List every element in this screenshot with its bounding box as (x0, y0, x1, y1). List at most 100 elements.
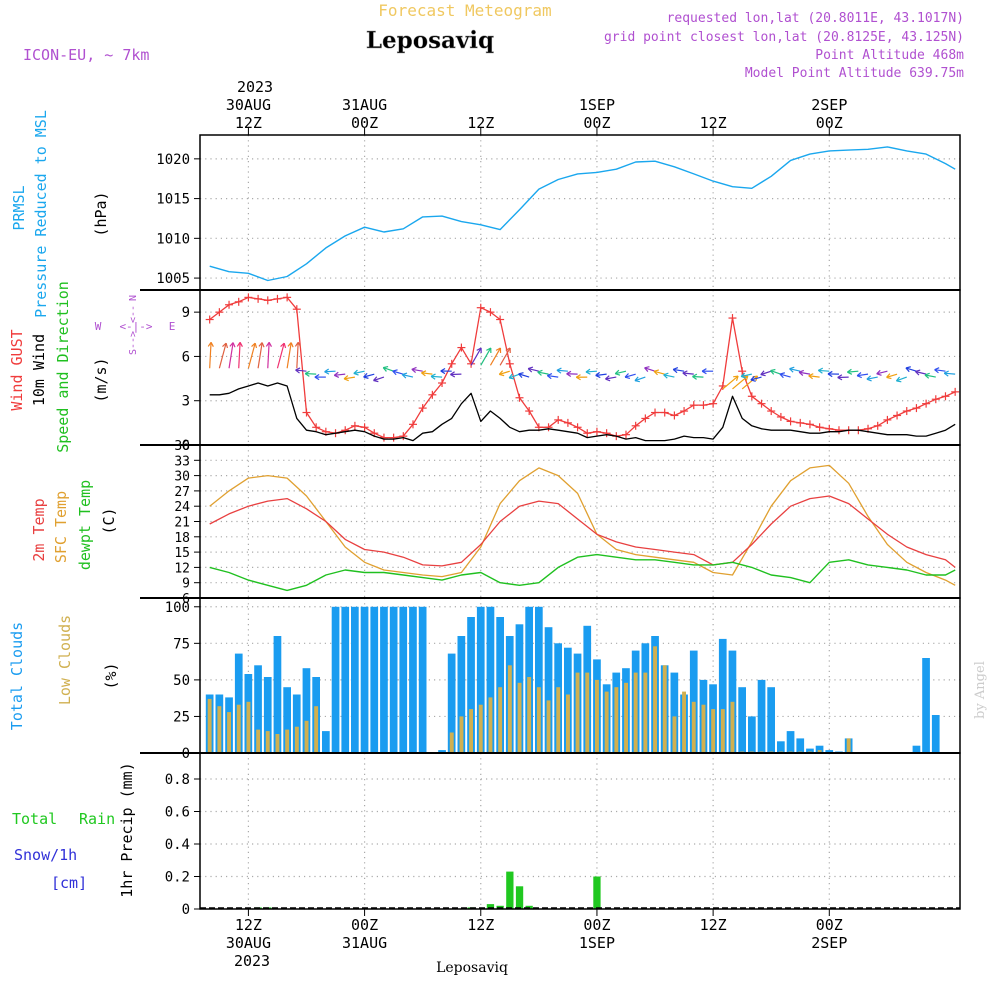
y-tick-label: 100 (165, 600, 190, 616)
rain-label: Rain (79, 810, 115, 828)
compass-s: S (128, 349, 139, 355)
gust-marker (757, 399, 766, 408)
rain-bar (593, 876, 601, 909)
arrow-shaft (857, 373, 869, 377)
forecast-meteogram-label: Forecast Meteogram (378, 1, 551, 20)
gust-marker (902, 407, 911, 416)
total-cloud-bar (447, 653, 456, 753)
arrow-head (798, 369, 804, 373)
wind-direction-arrow (575, 374, 588, 381)
wind-direction-arrow (808, 373, 820, 380)
arrow-shaft (789, 368, 801, 372)
gust-marker (641, 414, 650, 423)
arrow-shaft (624, 373, 636, 378)
arrow-head (624, 376, 631, 380)
top-time-label: 12Z (235, 114, 262, 132)
arrow-shaft (238, 342, 241, 369)
wind-direction-arrow (489, 347, 502, 366)
wind-labels: Wind GUST 10m Wind Speed and Direction (… (8, 281, 175, 453)
y-tick-label: 0.2 (165, 870, 190, 886)
wind-direction-arrow (886, 373, 898, 380)
gust-marker (709, 399, 718, 408)
y-tick-label: 27 (174, 485, 190, 500)
arrow-head (566, 373, 572, 377)
y-tick-label: 0.6 (165, 805, 190, 821)
arrow-shaft (247, 342, 256, 369)
arrow-head (856, 372, 862, 377)
arrow-head (430, 375, 436, 380)
gust-marker (496, 315, 505, 324)
total-cloud-bar (292, 694, 301, 753)
arrow-shaft (228, 342, 234, 369)
gust-marker (525, 407, 534, 416)
low-cloud-bar (256, 729, 261, 753)
low-cloud-bar (624, 682, 628, 753)
arrow-shaft (343, 376, 355, 380)
arrow-head (595, 371, 601, 376)
wind-direction-arrow (382, 365, 394, 372)
arrow-shaft (209, 342, 212, 369)
wind-direction-arrow (257, 342, 265, 369)
wind-direction-arrow (798, 369, 811, 376)
wind-line (209, 382, 956, 442)
arrow-head (324, 371, 330, 375)
y-tick-label: 0.4 (165, 837, 190, 853)
total-cloud-bar (380, 606, 388, 753)
low-cloud-bar (662, 665, 667, 753)
watermark: by Angel (973, 661, 988, 719)
total-cloud-bar (718, 638, 727, 753)
wind-direction-arrow (470, 347, 482, 366)
arrow-head (595, 374, 601, 379)
arrow-shaft (470, 347, 482, 366)
temp-unit: (C) (100, 507, 118, 534)
location-title: Leposaviq (366, 27, 494, 54)
gust-marker (680, 407, 689, 416)
arrow-head (624, 373, 629, 378)
wind-direction-arrow (817, 367, 830, 374)
arrow-head (827, 370, 833, 375)
arrow-head (304, 370, 310, 375)
total-cloud-bar (322, 731, 330, 753)
gust-marker (951, 387, 960, 396)
arrow-head (239, 341, 243, 347)
wind-direction-arrow (740, 372, 752, 379)
arrow-head (750, 375, 755, 381)
low-cloud-bar (566, 694, 570, 753)
arrow-head (229, 342, 234, 347)
compass-arrow-up: <-- (128, 305, 139, 323)
arrow-head (268, 341, 273, 347)
gust-marker (476, 303, 485, 312)
rain-bar (506, 871, 514, 909)
total-cloud-bar (389, 606, 398, 753)
wind-panel (205, 293, 960, 442)
arrow-shaft (295, 369, 307, 372)
wind-direction-arrow (779, 372, 791, 379)
low-cloud-bar (701, 704, 706, 753)
wind-direction-arrow (518, 372, 530, 378)
wind-direction-arrow (411, 366, 423, 374)
panel-frame (199, 289, 961, 446)
y-tick-label: 50 (173, 673, 190, 689)
wind-speed-dir-label: Speed and Direction (54, 281, 72, 453)
arrow-head (486, 347, 492, 351)
bottom-time-label: 00Z (583, 916, 610, 934)
wind-direction-arrow (480, 347, 492, 366)
precip-unit: 1hr Precip (mm) (118, 762, 136, 897)
low-cloud-bar (846, 738, 851, 753)
wind-direction-arrow (672, 367, 685, 374)
gust-marker (447, 359, 456, 368)
top-time-label: 12Z (467, 114, 494, 132)
snow-unit-label: [cm] (51, 874, 87, 892)
gust-marker (263, 296, 272, 305)
y-tick-label: 15 (174, 546, 190, 561)
top-time-label: 00Z (583, 114, 610, 132)
arrow-head (304, 373, 310, 377)
gust-marker (922, 399, 931, 408)
arrow-shaft (402, 374, 414, 378)
low-cloud-bar (294, 726, 299, 753)
pressure-line (209, 146, 956, 282)
arrow-head (943, 370, 949, 374)
arrow-shaft (750, 376, 762, 381)
gust-marker (399, 432, 408, 441)
top-time-label: 12Z (700, 114, 727, 132)
